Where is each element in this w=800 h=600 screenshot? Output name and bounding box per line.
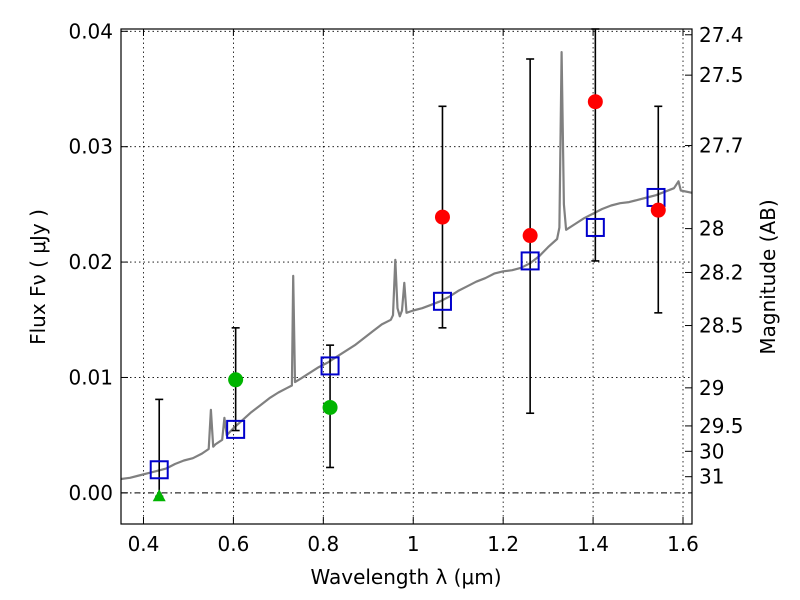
model-square-marker xyxy=(149,460,169,480)
plot-frame xyxy=(120,28,693,525)
model-square-marker xyxy=(320,356,340,376)
right-tick-label: 29.5 xyxy=(699,414,744,438)
marker-layer xyxy=(149,94,666,502)
x-tick-label: 0.4 xyxy=(128,532,160,556)
x-axis-label: Wavelength λ (μm) xyxy=(310,565,501,589)
spectrum-layer xyxy=(120,51,693,481)
y-tick-label: 0.03 xyxy=(68,135,113,159)
model-square-marker xyxy=(226,419,246,439)
right-tick-label: 27.4 xyxy=(699,23,744,47)
right-tick-label: 27.5 xyxy=(699,63,744,87)
x-tick-label: 1.2 xyxy=(487,532,519,556)
green-flux-marker xyxy=(322,399,338,415)
x-tick-label: 0.8 xyxy=(307,532,339,556)
grid-lines xyxy=(121,29,692,524)
y-axis-label-right: Magnitude (AB) xyxy=(756,199,780,354)
x-tick-label: 1.6 xyxy=(667,532,699,556)
red-flux-marker xyxy=(650,202,666,218)
upper-limit-triangle-marker xyxy=(152,489,166,502)
x-tick-label: 0.6 xyxy=(217,532,249,556)
right-tick-label: 28 xyxy=(699,217,724,241)
y-tick-label: 0.01 xyxy=(68,365,113,389)
y-tick-label: 0.02 xyxy=(68,250,113,274)
model-square-marker xyxy=(585,217,605,237)
red-flux-marker xyxy=(434,209,450,225)
model-square-marker xyxy=(432,291,452,311)
red-flux-marker xyxy=(522,228,538,244)
y-axis-label-left: Flux Fν ( μJy ) xyxy=(26,209,50,345)
y-tick-label: 0.04 xyxy=(68,19,113,43)
right-tick-label: 31 xyxy=(699,465,724,489)
green-flux-marker xyxy=(228,372,244,388)
x-tick-label: 1.4 xyxy=(577,532,609,556)
right-tick-label: 28.5 xyxy=(699,314,744,338)
spectrum-line xyxy=(120,51,693,481)
right-tick-label: 29 xyxy=(699,376,724,400)
right-tick-label: 30 xyxy=(699,439,724,463)
right-tick-label: 28.2 xyxy=(699,260,744,284)
tick-layer: 0.4 0.6 0.8 1 1.2 1.4 1.6 0.00 0.01 0.02 0.03 0.04 2… xyxy=(68,19,743,556)
red-flux-marker xyxy=(587,94,603,110)
model-square-marker xyxy=(520,251,540,271)
right-tick-label: 27.7 xyxy=(699,134,744,158)
x-tick-label: 1 xyxy=(407,532,420,556)
y-tick-label: 0.00 xyxy=(68,481,113,505)
